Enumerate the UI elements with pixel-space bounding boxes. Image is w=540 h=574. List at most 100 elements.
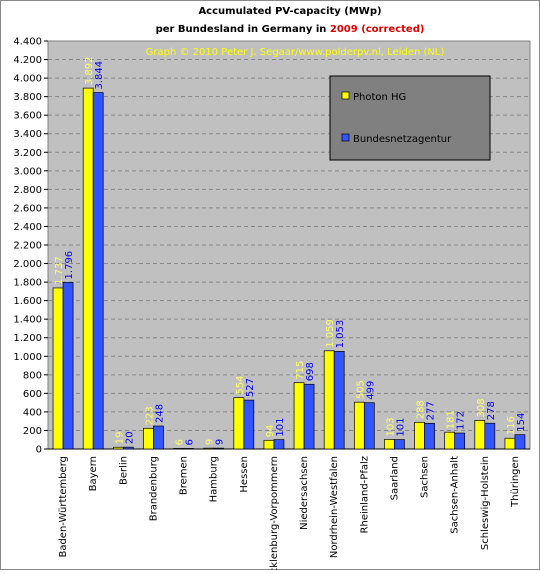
value-label: 277 [426,401,437,420]
x-tick-label: Niedersachsen [299,456,310,530]
bar [233,397,245,450]
value-label: 101 [395,418,406,437]
y-tick-label: 0 [36,445,42,456]
value-label: 103 [385,417,396,436]
y-tick-label: 200 [23,426,42,437]
bar [62,282,74,450]
value-label: 154 [516,413,527,432]
title-text: per Bundesland in Germany in [156,24,327,35]
bar [153,425,164,450]
value-label: 288 [416,400,427,419]
x-tick-label: Nordrhein-Westfalen [329,456,340,558]
legend-swatch [341,91,350,100]
x-tick-label: Schleswig-Holstein [480,456,491,550]
y-tick-label: 3.000 [13,166,42,177]
value-label: 19 [114,432,125,445]
legend-label: Bundesnetzagentur [353,134,452,145]
y-tick-label: 1.000 [13,352,42,363]
value-label: 715 [295,361,306,380]
y-tick-label: 1.600 [13,296,42,307]
bar [333,351,345,450]
y-tick-label: 2.800 [13,185,42,196]
x-tick-label: Sachsen-Anhalt [450,456,461,534]
bar [82,87,94,450]
y-tick-label: 600 [23,389,42,400]
bar [384,439,395,450]
y-tick-label: 3.200 [13,148,42,159]
x-tick-label: Brandenburg [148,456,159,521]
y-tick-label: 3.400 [13,129,42,140]
legend-swatch [341,133,350,142]
bar [514,434,526,450]
value-label: 172 [456,411,467,430]
value-label: 116 [506,416,517,435]
x-tick-label: Bayern [88,456,99,491]
x-tick-label: Hessen [239,456,250,493]
value-label: 94 [265,425,276,438]
x-tick-label: Mecklenburg-Vorpommern [269,456,280,570]
value-label: 1.796 [64,251,75,280]
value-label: 3.892 [84,56,95,85]
value-label: 248 [154,404,165,423]
bar [263,439,275,450]
bar [444,431,456,450]
value-label: 1.053 [335,320,346,349]
y-tick-label: 2.200 [13,241,42,252]
value-label: 223 [144,406,155,425]
subtitle: Graph © 2010 Peter J. Segaar/www.polderp… [146,47,445,58]
y-tick-label: 3.600 [13,111,42,122]
bar [213,447,225,450]
bar [303,383,315,450]
y-tick-label: 1.200 [13,333,42,344]
bar [92,92,104,450]
value-label: 9 [215,439,226,445]
x-tick-label: Hamburg [209,456,220,502]
title-highlight: 2009 (corrected) [330,24,425,35]
value-label: 527 [245,378,256,397]
bar [323,350,335,450]
value-label: 499 [365,381,376,400]
value-label: 101 [275,418,286,437]
bar [414,421,425,450]
bar [454,432,466,450]
x-tick-label: Thüringen [510,456,521,508]
value-label: 1.737 [54,256,65,285]
value-label: 181 [446,410,457,429]
chart-title: Accumulated PV-capacity (MWp) [198,6,381,17]
y-tick-label: 1.400 [13,315,42,326]
value-label: 505 [355,380,366,399]
bar [173,448,184,450]
y-tick-label: 2.600 [13,203,42,214]
y-tick-label: 2.400 [13,222,42,233]
bar [353,401,365,450]
bar [394,439,405,450]
x-tick-label: Baden-Württemberg [58,456,69,558]
value-label: 278 [486,401,497,420]
bar [183,448,194,450]
value-label: 9 [205,439,216,445]
y-tick-label: 2.000 [13,259,42,270]
y-tick-label: 4.200 [13,55,42,66]
bar [474,420,486,450]
bar [143,427,154,450]
bar [504,437,516,450]
value-label: 20 [124,431,135,444]
y-tick-label: 4.400 [13,37,42,48]
bar [363,402,375,450]
y-tick-label: 3.800 [13,92,42,103]
y-tick-label: 800 [23,370,42,381]
legend-label: Photon HG [353,92,406,103]
bar [484,422,496,450]
y-tick-label: 1.800 [13,278,42,289]
value-label: 554 [235,376,246,395]
chart-title-line2: per Bundesland in Germany in 2009 (corre… [156,24,425,35]
x-tick-label: Rheinland-Pfalz [359,456,370,533]
value-label: 6 [185,439,196,445]
bar [243,399,255,450]
value-label: 308 [476,398,487,417]
value-label: 6 [175,439,186,445]
bar [122,446,134,450]
value-label: 698 [305,362,316,381]
bar [273,439,285,450]
